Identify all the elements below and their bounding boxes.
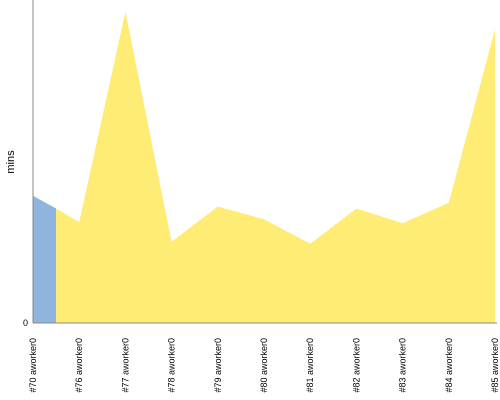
x-tick-label: #83 aworker0 [398,338,408,393]
x-tick-label: #70 aworker0 [28,338,38,393]
x-tick-label: #76 aworker0 [74,338,84,393]
series-area-0 [33,195,57,323]
x-tick-label: #77 aworker0 [120,338,130,393]
y-axis-label: mins [5,150,17,174]
x-tick-label: #84 aworker0 [444,338,454,393]
x-tick-label: #80 aworker0 [259,338,269,393]
x-tick-label: #79 aworker0 [213,338,223,393]
series-area-1 [56,11,495,323]
y-tick-labels: 0 [23,318,28,328]
x-tick-label: #85 aworker0 [490,338,500,393]
y-tick-label: 0 [23,318,28,328]
series-areas [33,11,495,323]
x-tick-label: #82 aworker0 [351,338,361,393]
x-tick-label: #78 aworker0 [167,338,177,393]
x-tick-label: #81 aworker0 [305,338,315,393]
x-tick-labels: #70 aworker0 #76 aworker0 #77 aworker0 #78 … [28,338,500,393]
